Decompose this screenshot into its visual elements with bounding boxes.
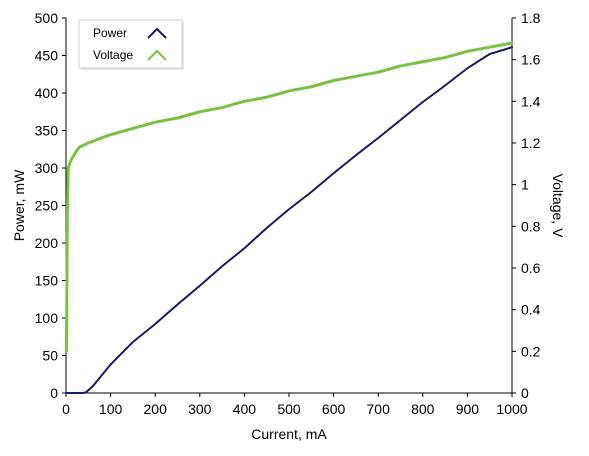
x-tick-label: 1000 xyxy=(496,401,527,417)
y-right-tick-label: 0.2 xyxy=(521,343,541,359)
y-left-tick-label: 250 xyxy=(35,198,59,214)
y-right-tick-label: 0.8 xyxy=(521,218,541,234)
series-line-power xyxy=(65,46,513,394)
y-right-tick-label: 1 xyxy=(521,177,529,193)
y-axis-right-title: Voltage, V xyxy=(550,174,566,238)
x-axis-title: Current, mA xyxy=(251,426,327,442)
axes: 0 100 200 300 400 500 600 700 800 900 100005010015… xyxy=(35,10,541,417)
legend-label-power: Power xyxy=(93,26,127,40)
y-right-tick-label: 1.4 xyxy=(521,93,541,109)
x-tick-label: 100 xyxy=(99,401,123,417)
y-left-tick-label: 200 xyxy=(35,235,59,251)
y-right-tick-label: 0.6 xyxy=(521,260,541,276)
y-left-tick-label: 350 xyxy=(35,123,59,139)
series-lines xyxy=(64,41,514,394)
y-left-tick-label: 100 xyxy=(35,310,59,326)
legend: Power Voltage xyxy=(78,19,184,70)
x-tick-label: 900 xyxy=(456,401,480,417)
y-left-tick-label: 50 xyxy=(42,348,58,364)
x-tick-label: 200 xyxy=(144,401,168,417)
y-right-tick-label: 0 xyxy=(521,385,529,401)
y-left-tick-label: 0 xyxy=(50,385,58,401)
x-tick-label: 500 xyxy=(277,401,301,417)
y-left-tick-label: 450 xyxy=(35,48,59,64)
y-left-tick-label: 300 xyxy=(35,160,59,176)
y-left-tick-label: 500 xyxy=(35,10,59,26)
legend-swatch-power-icon xyxy=(147,27,167,39)
series-line-voltage xyxy=(64,41,514,353)
y-axis-left-title: Power, mW xyxy=(11,169,27,241)
y-right-tick-label: 1.8 xyxy=(521,10,541,26)
legend-label-voltage: Voltage xyxy=(93,48,133,62)
y-left-tick-label: 150 xyxy=(35,273,59,289)
legend-swatch-voltage-icon xyxy=(147,49,167,61)
y-left-tick-label: 400 xyxy=(35,85,59,101)
y-right-tick-label: 1.2 xyxy=(521,135,541,151)
x-tick-label: 300 xyxy=(188,401,212,417)
x-tick-label: 0 xyxy=(62,401,70,417)
y-right-tick-label: 1.6 xyxy=(521,52,541,68)
x-tick-label: 800 xyxy=(411,401,435,417)
y-right-tick-label: 0.4 xyxy=(521,302,541,318)
x-tick-label: 600 xyxy=(322,401,346,417)
x-tick-label: 700 xyxy=(367,401,391,417)
x-tick-label: 400 xyxy=(233,401,257,417)
